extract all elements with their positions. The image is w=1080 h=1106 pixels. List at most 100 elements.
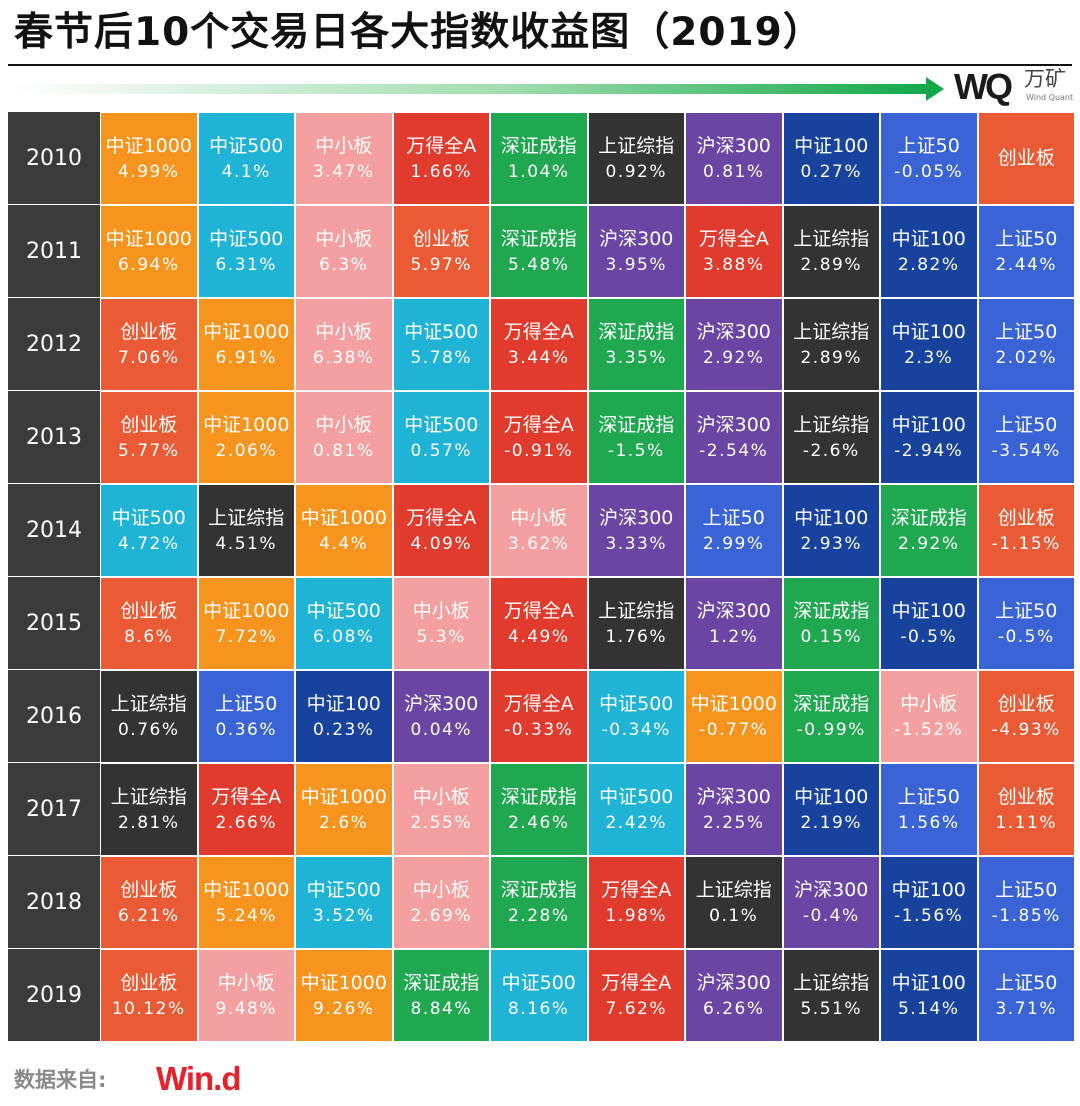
index-return-value: 2.89% (800, 254, 862, 275)
index-cell: 中小板 2.69% (392, 856, 490, 949)
index-cell: 创业板 8.6% (100, 577, 198, 670)
index-name: 深证成指 (793, 599, 870, 622)
index-return-value: 2.06% (215, 440, 277, 461)
index-name: 上证综指 (110, 692, 187, 715)
index-return-value: 8.6% (124, 626, 174, 647)
index-cell: 上证50 1.56% (880, 763, 978, 856)
index-name: 上证50 (897, 134, 960, 157)
index-name: 中证100 (891, 320, 966, 343)
index-cell: 万得全A 1.66% (392, 112, 490, 205)
year-label: 2018 (8, 856, 100, 949)
index-cell: 中证500 2.42% (587, 763, 685, 856)
index-return-value: -2.6% (802, 440, 860, 461)
index-cell: 深证成指 8.84% (392, 949, 490, 1042)
index-name: 上证综指 (110, 785, 187, 808)
index-return-value: 0.81% (312, 440, 375, 461)
index-return-value: 0.36% (215, 719, 277, 740)
index-name: 中证500 (306, 599, 381, 622)
index-return-value: -3.54% (991, 440, 1061, 461)
index-name: 创业板 (997, 785, 1055, 808)
index-name: 中证100 (891, 227, 966, 250)
index-name: 沪深300 (696, 599, 771, 622)
index-cell: 中证100 2.19% (782, 763, 880, 856)
index-name: 沪深300 (794, 878, 869, 901)
index-cell: 中证500 8.16% (490, 949, 588, 1042)
index-name: 沪深300 (599, 227, 674, 250)
index-cell: 中证100 5.14% (880, 949, 978, 1042)
wind-quant-logo-en: Wind Quant (1026, 93, 1074, 102)
index-cell: 中证100 -0.5% (880, 577, 978, 670)
index-cell: 中证500 0.57% (392, 391, 490, 484)
index-cell: 中证1000 6.91% (197, 298, 295, 391)
index-name: 上证50 (702, 506, 765, 529)
index-cell: 中证1000 4.4% (295, 484, 393, 577)
index-name: 创业板 (997, 147, 1055, 169)
index-name: 中证1000 (203, 878, 290, 901)
index-cell: 沪深300 -0.4% (782, 856, 880, 949)
index-return-value: 4.72% (117, 533, 180, 554)
title-underline (8, 64, 1072, 66)
index-name: 万得全A (503, 320, 574, 343)
index-return-value: 2.55% (410, 812, 472, 833)
index-return-value: 4.51% (215, 533, 277, 554)
index-cell: 中证500 3.52% (295, 856, 393, 949)
index-name: 上证50 (995, 878, 1058, 901)
index-name: 中小板 (412, 785, 470, 808)
index-name: 上证50 (995, 320, 1058, 343)
index-name: 中证1000 (105, 134, 192, 157)
index-name: 上证50 (995, 971, 1058, 994)
index-cell: 中证500 6.31% (197, 205, 295, 298)
index-name: 中证1000 (690, 692, 777, 715)
index-name: 中小板 (315, 227, 373, 250)
index-name: 中小板 (217, 971, 275, 994)
index-return-value: 4.49% (507, 626, 570, 647)
index-name: 创业板 (120, 599, 178, 622)
index-cell: 深证成指 2.46% (490, 763, 588, 856)
index-cell: 上证综指 0.76% (100, 670, 198, 763)
index-name: 万得全A (503, 413, 574, 436)
index-name: 中证100 (891, 878, 966, 901)
index-name: 中证500 (209, 134, 284, 157)
index-return-value: 5.3% (416, 626, 466, 647)
index-name: 上证50 (995, 599, 1058, 622)
index-return-value: -1.5% (607, 440, 665, 461)
index-return-value: 2.02% (995, 347, 1057, 368)
index-cell: 中小板 9.48% (197, 949, 295, 1042)
index-cell: 上证综指 2.89% (782, 298, 880, 391)
index-name: 创业板 (997, 506, 1055, 529)
index-return-value: 2.19% (800, 812, 862, 833)
data-source-label: 数据来自: (14, 1068, 107, 1092)
index-cell: 中证1000 9.26% (295, 949, 393, 1042)
index-cell: 上证50 -1.85% (977, 856, 1075, 949)
index-return-value: 5.14% (897, 998, 960, 1019)
index-name: 中小板 (900, 692, 958, 715)
index-return-value: 0.15% (800, 626, 862, 647)
page-title: 春节后10个交易日各大指数收益图（2019） (14, 10, 823, 55)
index-return-value: 1.66% (410, 161, 472, 182)
index-cell: 中证1000 5.24% (197, 856, 295, 949)
index-name: 中证100 (891, 599, 966, 622)
index-return-value: 9.26% (312, 998, 375, 1019)
index-name: 万得全A (601, 878, 672, 901)
index-name: 中小板 (510, 506, 568, 529)
index-return-value: -0.99% (796, 719, 866, 740)
index-cell: 中证100 -2.94% (880, 391, 978, 484)
index-cell: 上证50 2.99% (685, 484, 783, 577)
index-name: 上证50 (215, 692, 278, 715)
index-cell: 万得全A 1.98% (587, 856, 685, 949)
index-return-value: 2.92% (702, 347, 765, 368)
index-name: 上证综指 (793, 413, 870, 436)
index-cell: 上证综指 2.81% (100, 763, 198, 856)
year-label: 2015 (8, 577, 100, 670)
index-cell: 深证成指 2.92% (880, 484, 978, 577)
index-return-value: -1.15% (991, 533, 1061, 554)
index-cell: 沪深300 2.92% (685, 298, 783, 391)
index-cell: 沪深300 6.26% (685, 949, 783, 1042)
index-name: 中证100 (794, 785, 869, 808)
index-name: 万得全A (503, 692, 574, 715)
index-cell: 中证100 0.23% (295, 670, 393, 763)
index-name: 创业板 (412, 227, 470, 250)
index-name: 创业板 (120, 971, 178, 994)
index-return-value: 3.88% (702, 254, 765, 275)
index-return-value: 1.56% (897, 812, 960, 833)
